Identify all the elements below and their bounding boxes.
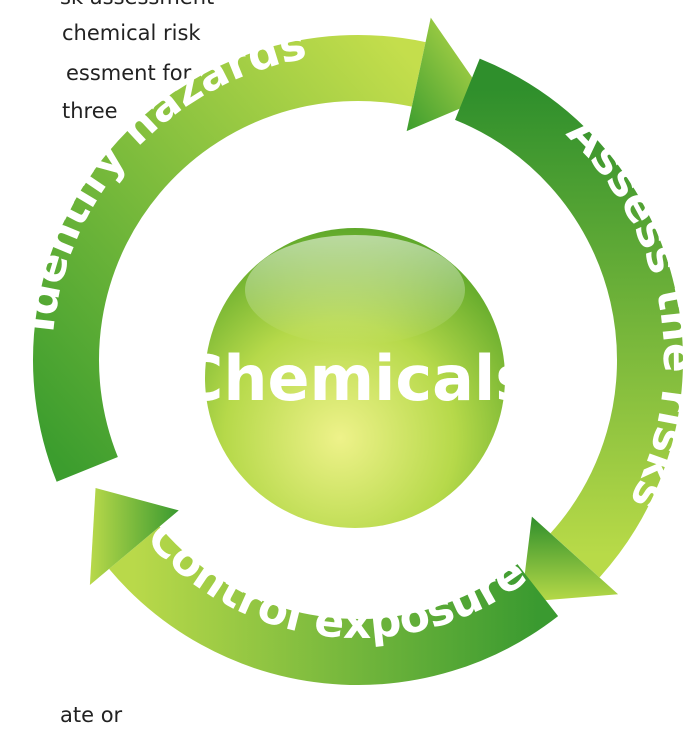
page: sk assessment chemical risk essment for … — [0, 0, 687, 731]
text-fragment: ate or — [60, 703, 123, 727]
text-fragment: sk assessment — [60, 0, 214, 9]
text-fragment: chemical risk — [62, 21, 201, 45]
center-label: Chemicals — [178, 342, 532, 415]
ball-shine — [245, 235, 465, 345]
text-fragment: three — [62, 99, 118, 123]
diagram: sk assessment chemical risk essment for … — [0, 0, 687, 731]
